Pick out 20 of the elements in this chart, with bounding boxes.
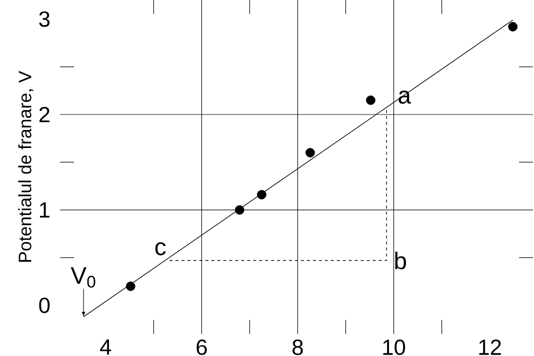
annotation: b [395, 252, 406, 270]
x-tick-label: 4 [100, 340, 112, 355]
x-tick-label: 6 [196, 340, 207, 356]
x-tick-label: 8 [292, 340, 303, 356]
y-axis-title: Potentialul de franare, V [18, 70, 34, 262]
point [366, 96, 376, 105]
x-tick-label: 10 [383, 340, 406, 356]
annotation: a [398, 90, 412, 104]
y-tick-label: 1 [40, 202, 50, 218]
annotation: c [155, 242, 166, 256]
point [257, 190, 266, 200]
point [306, 148, 315, 158]
point [508, 22, 518, 32]
point [126, 282, 136, 291]
annotation: V$_{0}$ [70, 267, 96, 288]
point [234, 205, 244, 215]
x-tick-label: 12 [479, 340, 501, 355]
y-tick-label: 3 [39, 11, 50, 27]
y-tick-label: 2 [39, 106, 50, 122]
y-tick-label: 0 [39, 298, 50, 314]
